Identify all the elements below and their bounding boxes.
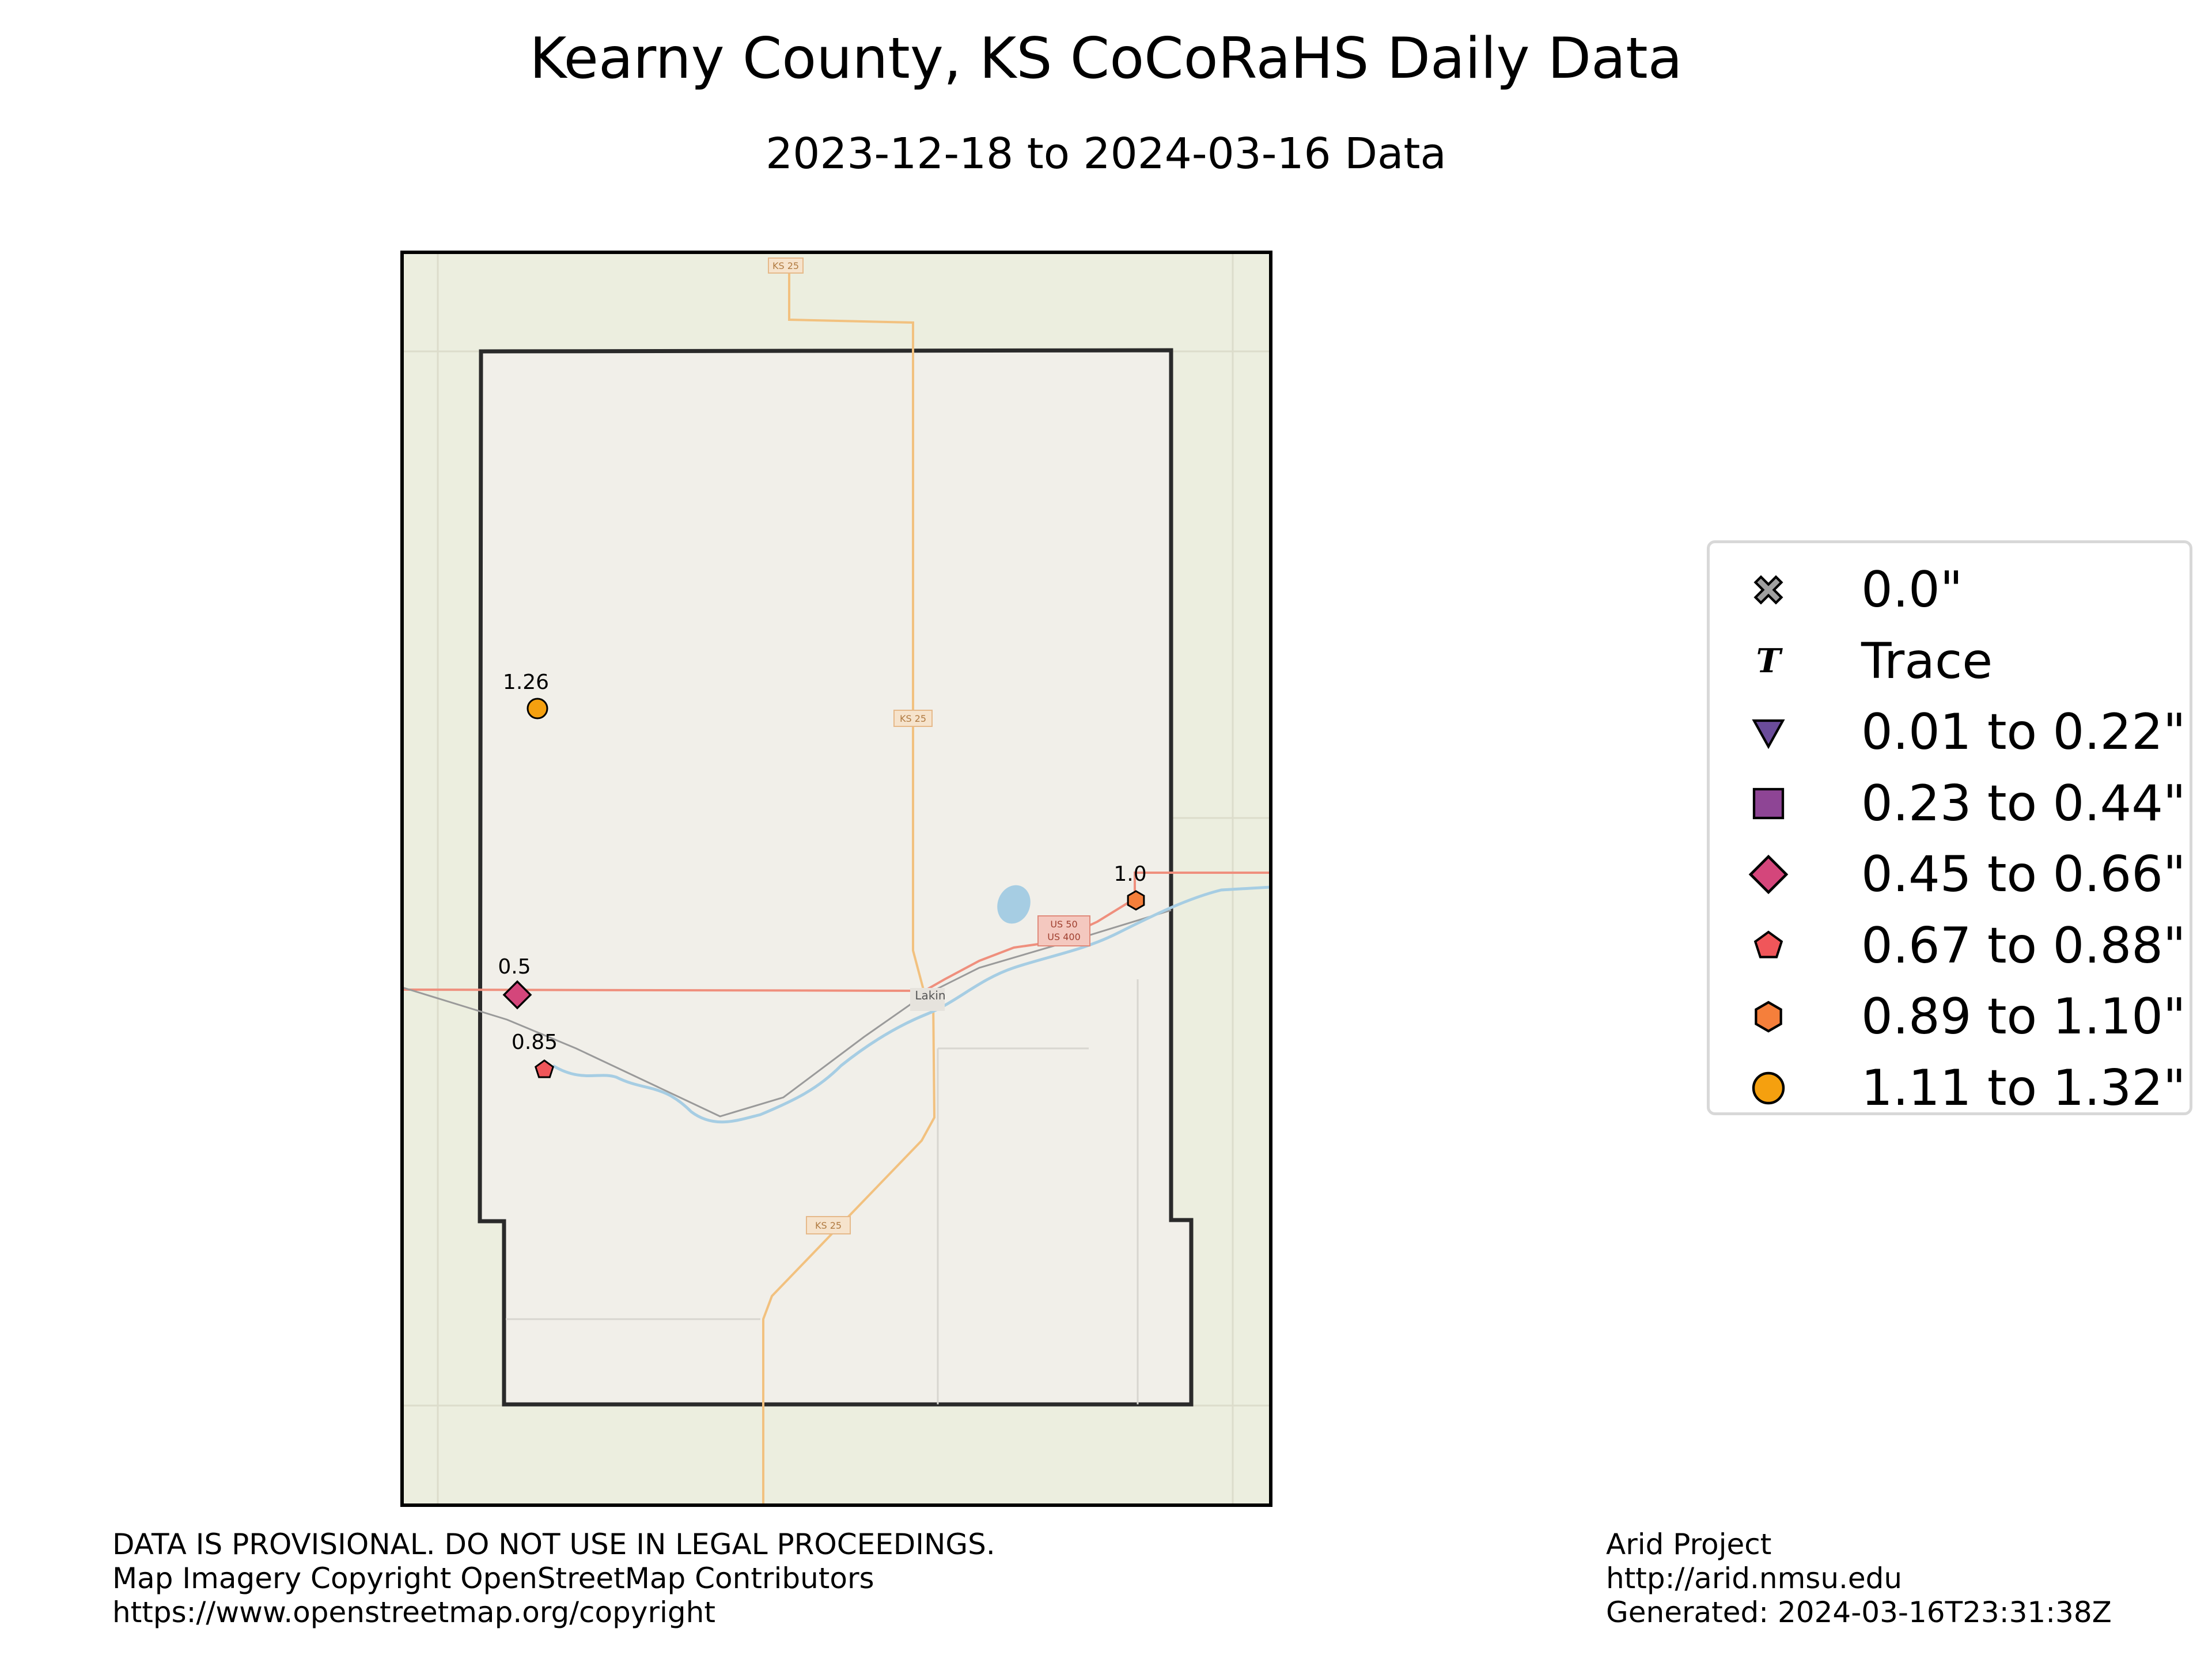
legend-item: 0.45 to 0.66" [1710,843,2190,906]
station-markers: 1.26 1.0 0.5 0.85 [498,671,1147,1078]
station-label-st-126: 1.26 [503,671,549,694]
legend-label: Trace [1861,632,1993,690]
square-icon [1752,787,1785,819]
shield-us400: US 400 [1047,931,1081,942]
county-boundary [478,348,1194,1407]
T-glyph-icon: T [1756,641,1783,680]
footer-copyright-link[interactable]: https://www.openstreetmap.org/copyright [112,1596,715,1629]
station-marker-st-085[interactable] [535,1059,554,1078]
shield-us50: US 50 [1050,919,1077,930]
legend-item: 1.11 to 1.32" [1710,1056,2190,1120]
river [552,885,1271,1124]
page-subtitle: 2023-12-18 to 2024-03-16 Data [766,129,1446,179]
legend-label: 0.01 to 0.22" [1861,703,2186,761]
town-label: Lakin [915,988,945,1002]
shield-ks25-south: KS 25 [815,1220,842,1231]
footer-generated: Generated: 2024-03-16T23:31:38Z [1606,1596,2112,1629]
station-label-st-085: 0.85 [512,1031,558,1054]
railroad [402,909,1172,1118]
legend-label: 0.23 to 0.44" [1861,774,2186,832]
legend-item: 0.01 to 0.22" [1710,700,2190,764]
road-shields: KS 25 KS 25 KS 25 US 50 US 400 [768,257,1090,1234]
lake [997,885,1031,924]
triangle-down-icon [1752,719,1785,749]
legend-item: 0.67 to 0.88" [1710,914,2190,978]
legend-label: 0.0" [1861,561,1963,619]
footer-left: DATA IS PROVISIONAL. DO NOT USE IN LEGAL… [112,1528,995,1630]
map-frame [400,251,1272,1507]
town-area [910,988,945,1011]
legend-item: 0.23 to 0.44" [1710,772,2190,835]
footer-map-copyright: Map Imagery Copyright OpenStreetMap Cont… [112,1562,874,1595]
legend: 0.0" T Trace 0.01 to 0.22" 0.23 to 0.44" 0.45… [1707,540,2192,1117]
footer-right: Arid Project http://arid.nmsu.edu Genera… [1606,1528,2112,1630]
footer-project-url[interactable]: http://arid.nmsu.edu [1606,1562,1903,1595]
legend-item: 0.89 to 1.10" [1710,985,2190,1048]
circle-icon [1752,1071,1785,1104]
legend-label: 0.67 to 0.88" [1861,916,2186,975]
shield-ks25-mid: KS 25 [900,713,926,724]
footer-disclaimer: DATA IS PROVISIONAL. DO NOT USE IN LEGAL… [112,1528,995,1561]
station-marker-st-126[interactable] [527,698,548,719]
legend-label: 0.89 to 1.10" [1861,988,2186,1046]
legend-label: 0.45 to 0.66" [1861,846,2186,903]
x-mark-icon [1753,575,1783,605]
svg-text:T: T [1756,641,1783,680]
station-marker-st-10[interactable] [1127,890,1145,911]
page-title: Kearny County, KS CoCoRaHS Daily Data [529,26,1683,92]
legend-item: 0.0" [1710,558,2190,622]
shield-ks25-top: KS 25 [772,260,799,271]
footer-project: Arid Project [1606,1528,1772,1561]
legend-item: T Trace [1710,630,2190,693]
us50-road [402,872,1271,993]
pentagon-icon [1753,930,1783,958]
station-label-st-10: 1.0 [1113,862,1146,886]
legend-label: 1.11 to 1.32" [1861,1059,2186,1117]
hexagon-icon [1755,1001,1782,1033]
station-label-st-05: 0.5 [498,955,531,979]
diamond-icon [1748,854,1789,895]
station-marker-st-05[interactable] [502,980,532,1010]
